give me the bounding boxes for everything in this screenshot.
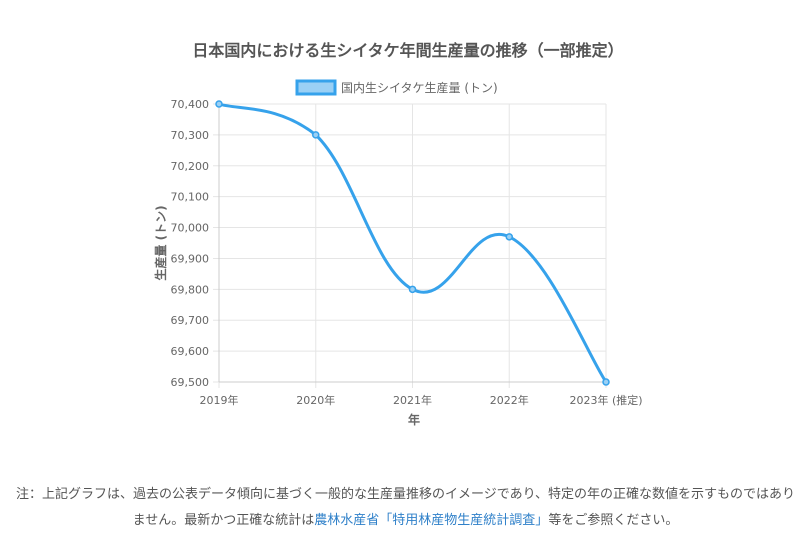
- data-point[interactable]: [408, 285, 417, 294]
- y-tick-label: 69,500: [171, 376, 210, 389]
- x-tick-label: 2023年 (推定): [569, 393, 642, 407]
- footnote-text: 注：上記グラフは、過去の公表データ傾向に基づく一般的な生産量推移のイメージであり…: [15, 487, 796, 528]
- y-tick-label: 69,800: [171, 283, 210, 296]
- data-point[interactable]: [215, 100, 223, 108]
- data-point[interactable]: [312, 131, 320, 139]
- y-tick-label: 70,300: [171, 129, 210, 142]
- y-tick-label: 69,900: [171, 252, 210, 265]
- data-point[interactable]: [505, 233, 513, 241]
- y-axis-ticks: 70,400 70,300 70,200 70,100 70,000 69,900 69,8…: [171, 98, 210, 389]
- statistics-source-link[interactable]: 農林水産省「特用林産物生産統計調査」: [314, 513, 549, 528]
- y-tick-label: 70,100: [171, 191, 210, 204]
- x-tick-label: 2020年: [296, 393, 335, 407]
- y-tick-label: 70,200: [171, 160, 210, 173]
- chart-title: 日本国内における生シイタケ年間生産量の推移（一部推定）: [192, 41, 623, 60]
- data-point[interactable]: [602, 378, 610, 386]
- chart-footnote: 注：上記グラフは、過去の公表データ傾向に基づく一般的な生産量推移のイメージであり…: [14, 482, 797, 534]
- footnote-suffix: 等をご参照ください。: [548, 513, 679, 528]
- line-chart: 日本国内における生シイタケ年間生産量の推移（一部推定） 国内生シイタケ生産量 (…: [153, 41, 643, 427]
- series-layer: [215, 100, 610, 386]
- chart-legend[interactable]: 国内生シイタケ生産量 (トン): [295, 79, 498, 96]
- x-tick-label: 2022年: [490, 393, 529, 407]
- x-tick-label: 2019年: [200, 393, 239, 407]
- y-axis-label: 生産量 (トン): [153, 205, 168, 280]
- y-tick-label: 69,700: [171, 314, 210, 327]
- x-axis-label: 年: [408, 412, 420, 427]
- legend-swatch: [295, 79, 337, 96]
- y-tick-label: 70,000: [171, 222, 210, 235]
- x-axis-ticks: 2019年 2020年 2021年 2022年 2023年 (推定): [200, 393, 643, 407]
- y-tick-label: 70,400: [171, 98, 210, 111]
- y-tick-label: 69,600: [171, 345, 210, 358]
- legend-label: 国内生シイタケ生産量 (トン): [341, 80, 498, 95]
- x-tick-label: 2021年: [393, 393, 432, 407]
- grid-lines: [213, 103, 607, 388]
